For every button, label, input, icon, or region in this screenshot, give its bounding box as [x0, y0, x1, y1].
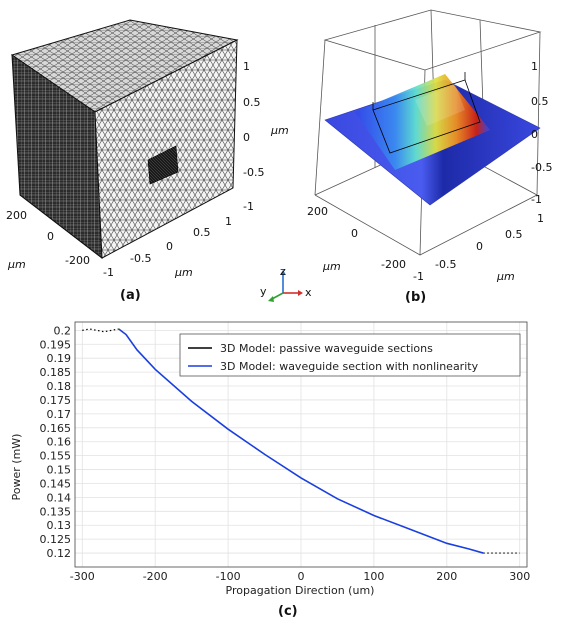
- panel-b-right-tick: 0.5: [531, 95, 549, 108]
- panel-a-mesh-cube: 1 0.5 0 -0.5 -1 200 0 -200 µm 1 0.5 0 -0…: [0, 0, 270, 310]
- panel-b-field-plot: 1 0.5 0 -0.5 -1 µm 200 0 -200 µm 1 0.5 0…: [271, 0, 574, 310]
- triad-y-label: y: [260, 285, 267, 298]
- panel-a-bottom-tick: -1: [103, 266, 114, 279]
- y-tick-label: 0.16: [47, 436, 72, 449]
- y-tick-label: 0.19: [47, 352, 72, 365]
- panel-a-left-tick: -200: [65, 254, 90, 267]
- panel-b-left-tick: -200: [381, 258, 406, 271]
- y-tick-label: 0.18: [47, 380, 72, 393]
- panel-a-right-tick: 0: [243, 131, 250, 144]
- y-tick-label: 0.13: [47, 519, 72, 532]
- x-tick-label: 100: [363, 570, 384, 583]
- plot-frame: [74, 321, 528, 568]
- panel-a-bottom-tick: 0.5: [193, 226, 211, 239]
- panel-a-right-tick: -1: [243, 200, 254, 213]
- axis-triad-icon: [268, 270, 303, 302]
- panel-a-right-tick: -0.5: [243, 166, 265, 179]
- panel-b-right-tick: 0: [531, 128, 538, 141]
- panel-b-right-tick: 1: [531, 60, 538, 73]
- legend-box: [179, 333, 521, 377]
- y-tick-label: 0.155: [40, 450, 72, 463]
- chart-legend: 3D Model: passive waveguide sections 3D M…: [179, 333, 521, 377]
- x-tick-label: 200: [436, 570, 457, 583]
- y-tick-label: 0.165: [40, 422, 72, 435]
- panel-b-bottom-unit: µm: [497, 270, 515, 283]
- y-axis-label: Power (mW): [10, 434, 23, 501]
- panel-b-label: (b): [405, 290, 427, 305]
- legend-entry: 3D Model: waveguide section with nonline…: [220, 360, 479, 373]
- legend-entry: 3D Model: passive waveguide sections: [220, 342, 433, 355]
- y-tick-label: 0.175: [40, 394, 72, 407]
- panel-b-bottom-tick: -1: [413, 270, 424, 283]
- panel-a-bottom-unit: µm: [175, 266, 193, 279]
- series-line: [118, 328, 484, 554]
- y-tick-label: 0.17: [47, 408, 72, 421]
- y-tick-label: 0.2: [54, 324, 72, 337]
- y-tick-label: 0.125: [40, 533, 72, 546]
- y-tick-label: 0.12: [47, 547, 72, 560]
- chart-series: [82, 328, 520, 554]
- field-plot-figure: [314, 9, 542, 256]
- x-axis-label: Propagation Direction (um): [226, 584, 375, 597]
- power-chart: -300 -200 -100 0 100 200 300 0.120.1250.130.135…: [10, 321, 531, 597]
- y-tick-label: 0.185: [40, 366, 72, 379]
- chart-ticks: -300 -200 -100 0 100 200 300 0.120.1250.130.135…: [40, 324, 531, 583]
- panel-a-label: (a): [120, 288, 141, 303]
- x-tick-label: -100: [216, 570, 241, 583]
- panel-b-bottom-tick: 0: [476, 240, 483, 253]
- panel-a-right-tick: 1: [243, 60, 250, 73]
- triad-z-label: z: [280, 265, 286, 278]
- y-tick-label: 0.145: [40, 477, 72, 490]
- panel-c-power-chart: -300 -200 -100 0 100 200 300 0.12 0.125 0.13 0.135…: [0, 312, 574, 623]
- y-tick-label: 0.135: [40, 505, 72, 518]
- panel-a-right-tick: 0.5: [243, 96, 261, 109]
- triad-x-label: x: [305, 286, 312, 299]
- x-tick-label: -300: [70, 570, 95, 583]
- panel-b-right-unit: µm: [271, 124, 289, 137]
- y-tick-label: 0.14: [47, 491, 72, 504]
- axis-triad: z y x: [255, 265, 315, 310]
- y-tick-label: 0.195: [40, 338, 72, 351]
- panel-c-label: (c): [278, 604, 298, 619]
- panel-b-bottom-tick: 0.5: [505, 228, 523, 241]
- panel-a-bottom-tick: -0.5: [130, 252, 152, 265]
- panel-a-bottom-tick: 0: [166, 240, 173, 253]
- panel-b-left-unit: µm: [323, 260, 341, 273]
- y-tick-label: 0.15: [47, 464, 72, 477]
- panel-b-bottom-tick: -0.5: [435, 258, 457, 271]
- x-tick-label: 300: [509, 570, 530, 583]
- panel-b-left-tick: 0: [351, 227, 358, 240]
- mesh-cube-figure: [10, 19, 239, 260]
- panel-b-right-tick: -0.5: [531, 161, 553, 174]
- panel-b-bottom-tick: 1: [537, 212, 544, 225]
- panel-a-bottom-tick: 1: [225, 215, 232, 228]
- panel-b-right-tick: -1: [531, 193, 542, 206]
- panel-a-left-tick: 0: [47, 230, 54, 243]
- panel-b-left-tick: 200: [307, 205, 328, 218]
- x-tick-label: -200: [143, 570, 168, 583]
- x-tick-label: 0: [298, 570, 305, 583]
- panel-a-left-tick: 200: [6, 209, 27, 222]
- panel-a-left-unit: µm: [8, 258, 26, 271]
